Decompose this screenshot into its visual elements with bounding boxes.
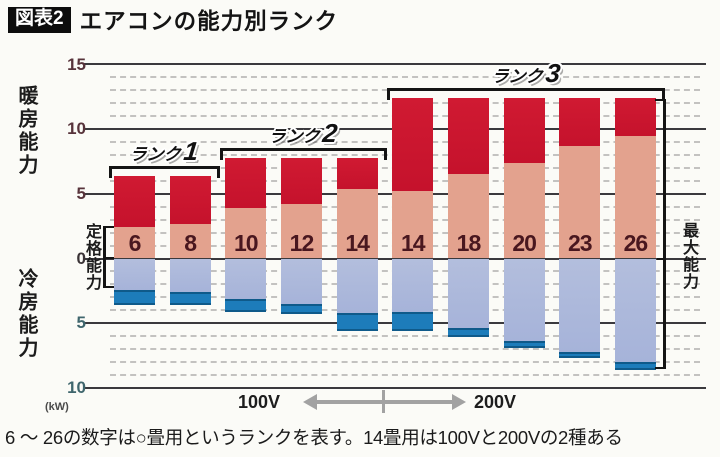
- figure-title: エアコンの能力別ランク: [79, 9, 339, 34]
- rank-number: 3: [544, 58, 562, 89]
- bar-6-max-cooling-segment: [114, 289, 155, 306]
- bar-14-max-heating-segment: [336, 157, 378, 190]
- bar-size-label: 23: [567, 229, 593, 256]
- rank-word: ランク: [128, 144, 182, 164]
- y-axis-unit: (kW): [45, 401, 69, 413]
- voltage-200v-label: 200V: [474, 392, 517, 412]
- bar-10-rated-cooling-segment: [225, 258, 267, 299]
- bar-size-label: 14: [345, 229, 370, 256]
- bar-size-label: 18: [456, 229, 482, 256]
- max-capacity-label: 最大能力: [680, 222, 697, 290]
- bar-14-max-cooling-segment: [336, 312, 378, 331]
- bar-6-rated-cooling-segment: [114, 258, 155, 290]
- arrow-right-icon: [452, 394, 466, 410]
- gridline-major: [84, 63, 706, 66]
- ytick-10-upper: 10: [67, 119, 86, 138]
- figure-badge: 図表2: [8, 7, 71, 33]
- rated-capacity-label: 定格能力: [83, 223, 100, 291]
- bar-14-max-cooling-segment: [392, 311, 434, 331]
- bar-8-rated-cooling-segment: [169, 258, 211, 293]
- bar-size-label: 12: [289, 229, 315, 256]
- bar-14-rated-heating-segment: [392, 191, 434, 259]
- bar-12-rated-cooling-segment: [280, 258, 322, 304]
- bar-size-label: 20: [512, 229, 537, 256]
- bar-20-max-heating-segment: [503, 98, 545, 164]
- bar-23-max-cooling-segment: [559, 351, 601, 359]
- bar-18-max-cooling-segment: [447, 328, 489, 338]
- rated-capacity-bracket-midtick: [103, 257, 114, 259]
- bar-6-rated-heating-segment: [114, 227, 155, 259]
- ytick-5-upper: 5: [76, 184, 86, 203]
- bar-8-max-heating-segment: [169, 175, 211, 225]
- arrow-left-icon: [303, 394, 317, 410]
- bar-20-rated-heating-segment: [503, 162, 545, 259]
- bar-18-rated-cooling-segment: [447, 258, 489, 329]
- rank-word: ランク: [267, 126, 321, 146]
- ytick-15: 15: [67, 55, 86, 74]
- rank-3-bracket: [387, 88, 665, 101]
- ytick-0: 0: [76, 249, 86, 268]
- bar-14-rated-cooling-segment: [336, 258, 378, 313]
- max-capacity-bracket-midtick: [657, 258, 666, 260]
- rank-1-bracket: [109, 165, 220, 178]
- cooling-axis-label: 冷房能力: [15, 268, 37, 360]
- bar-size-label: 10: [234, 229, 259, 256]
- bar-20-max-cooling-segment: [503, 341, 545, 348]
- gridline-minor: [110, 373, 700, 376]
- bar-10-max-cooling-segment: [225, 298, 267, 312]
- bar-14-rated-heating-segment: [336, 188, 378, 259]
- bar-size-label: 14: [401, 229, 426, 256]
- ytick-10-lower: 10: [67, 378, 86, 397]
- bar-size-label: 6: [128, 229, 142, 256]
- bar-26-max-cooling-segment: [614, 362, 656, 370]
- ytick-5-lower: 5: [76, 313, 86, 332]
- bar-8-max-cooling-segment: [169, 292, 211, 306]
- voltage-100v-label: 100V: [238, 392, 281, 412]
- rank-word: ランク: [490, 67, 544, 87]
- rank-number: 1: [182, 135, 201, 166]
- bar-8-rated-heating-segment: [169, 223, 211, 259]
- gridline-minor: [110, 348, 700, 351]
- bar-26-rated-heating-segment: [614, 135, 656, 259]
- bar-23-max-heating-segment: [559, 98, 601, 147]
- voltage-divider-tick: [382, 390, 385, 413]
- bar-23-rated-heating-segment: [559, 145, 601, 259]
- bar-26-rated-cooling-segment: [614, 258, 656, 363]
- bar-23-rated-cooling-segment: [559, 258, 601, 352]
- bar-18-rated-heating-segment: [447, 174, 489, 259]
- gridline-minor: [110, 335, 700, 338]
- bar-size-label: 8: [184, 229, 197, 256]
- bar-20-rated-cooling-segment: [503, 258, 545, 342]
- gridline-minor: [110, 76, 700, 79]
- bar-14-rated-cooling-segment: [392, 258, 434, 312]
- bar-12-max-cooling-segment: [280, 303, 322, 315]
- bar-10-max-heating-segment: [225, 157, 267, 210]
- caption: 6 〜 26の数字は○畳用というランクを表す。14畳用は100Vと200Vの2種…: [5, 427, 623, 448]
- figure-header: 図表2 エアコンの能力別ランク: [8, 5, 338, 35]
- arrow-left-line: [315, 400, 382, 404]
- max-capacity-bracket: [655, 99, 666, 369]
- heating-axis-label: 暖房能力: [15, 85, 37, 177]
- rank-2-bracket: [220, 147, 387, 160]
- rank-3-label: ランク3: [454, 58, 597, 89]
- gridline-major: [84, 386, 706, 389]
- bar-6-max-heating-segment: [114, 175, 155, 229]
- rank-1-label: ランク1: [93, 136, 236, 167]
- bar-12-max-heating-segment: [280, 157, 322, 206]
- bar-26-max-heating-segment: [614, 98, 656, 137]
- bar-size-label: 26: [623, 229, 649, 256]
- gridline-minor: [110, 361, 700, 364]
- rank-number: 2: [321, 117, 340, 148]
- rank-2-label: ランク2: [232, 118, 375, 149]
- arrow-right-line: [385, 400, 452, 404]
- bar-14-max-heating-segment: [392, 98, 434, 193]
- bar-10-rated-heating-segment: [225, 208, 267, 259]
- bar-12-rated-heating-segment: [280, 204, 322, 259]
- bar-18-max-heating-segment: [447, 98, 489, 176]
